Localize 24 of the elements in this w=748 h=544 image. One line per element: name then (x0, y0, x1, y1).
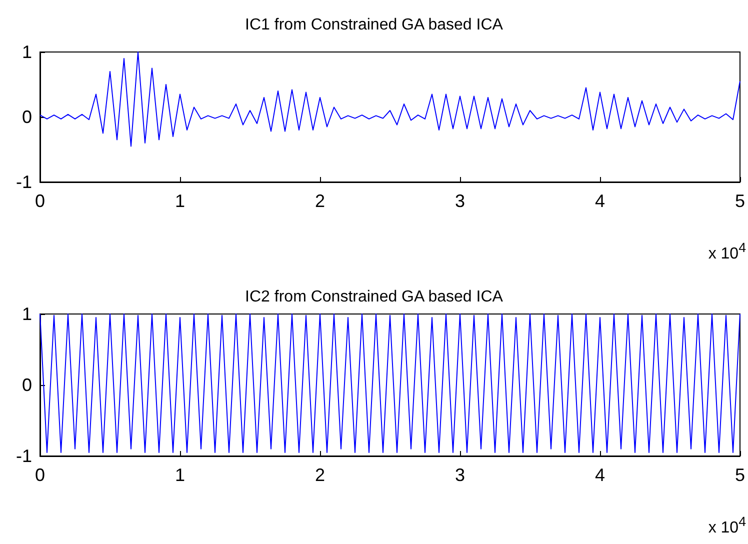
x-tick-label: 2 (314, 465, 326, 485)
x-tick-label: 0 (34, 465, 46, 485)
x-tick-label: 3 (454, 191, 466, 211)
y-tick-label: 1 (22, 42, 32, 62)
x-axis-title: x 10$^{4}$ (708, 240, 746, 264)
x-tick-label: 2 (314, 191, 326, 211)
y-tick-label: 1 (22, 304, 32, 324)
chart-title: IC2 from Constrained GA based ICA (245, 288, 504, 306)
x-tick-label: 3 (454, 465, 466, 485)
y-tick-label: 0 (22, 375, 32, 395)
chart-title: IC1 from Constrained GA based ICA (245, 16, 504, 34)
line-series (40, 52, 740, 147)
x-tick-label: 0 (34, 191, 46, 211)
y-tick-label: -1 (16, 446, 32, 466)
x-tick-label: 1 (174, 465, 186, 485)
x-tick-label: 4 (594, 191, 606, 211)
x-tick-label: 5 (734, 191, 745, 211)
line-series (40, 314, 740, 453)
x-tick-label: 5 (734, 465, 745, 485)
y-tick-label: -1 (16, 172, 32, 192)
y-tick-label: 0 (22, 107, 32, 127)
x-tick-label: 4 (594, 465, 606, 485)
x-axis-title: x 10$^{4}$ (708, 514, 746, 538)
x-tick-label: 1 (174, 191, 186, 211)
